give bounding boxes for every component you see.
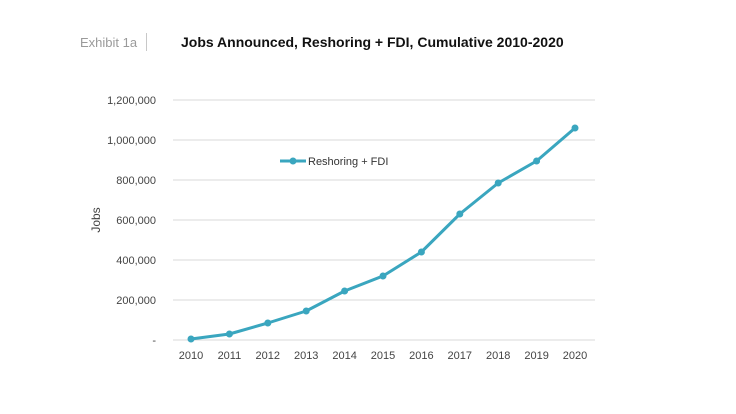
y-tick-label: 600,000 [116, 215, 156, 227]
y-tick-label: 200,000 [116, 295, 156, 307]
data-point [494, 179, 502, 187]
x-tick-label: 2013 [294, 350, 318, 362]
x-tick-label: 2017 [448, 350, 472, 362]
y-tick-label: 1,000,000 [107, 135, 156, 147]
data-point [341, 287, 349, 295]
x-tick-label: 2019 [524, 350, 548, 362]
data-point [571, 124, 579, 132]
y-axis-ticks: - 200,000 400,000 600,000 800,000 1,000,000 1,… [107, 95, 156, 347]
y-tick-label: 1,200,000 [107, 95, 156, 107]
series-reshoring-fdi [187, 124, 579, 343]
gridlines [173, 99, 595, 341]
data-point [302, 307, 310, 315]
y-tick-label: 400,000 [116, 255, 156, 267]
data-point [225, 330, 233, 338]
legend-marker-icon [289, 157, 297, 165]
x-tick-label: 2012 [256, 350, 280, 362]
x-tick-label: 2014 [332, 350, 356, 362]
legend: Reshoring + FDI [280, 156, 388, 168]
chart-title: Jobs Announced, Reshoring + FDI, Cumulat… [181, 34, 564, 50]
legend-label: Reshoring + FDI [308, 156, 388, 168]
x-tick-label: 2018 [486, 350, 510, 362]
exhibit-divider [146, 33, 147, 51]
data-point [187, 335, 195, 343]
x-tick-label: 2010 [179, 350, 203, 362]
y-tick-label: 800,000 [116, 175, 156, 187]
data-point [264, 319, 272, 327]
x-tick-label: 2015 [371, 350, 395, 362]
data-point [456, 210, 464, 218]
data-point [533, 157, 541, 165]
x-tick-label: 2011 [218, 350, 242, 362]
y-tick-label: - [152, 335, 156, 347]
y-axis-label: Jobs [89, 207, 103, 232]
data-point [417, 248, 425, 256]
x-axis-ticks: 2010 2011 2012 2013 2014 2015 2016 2017 2018 2019… [179, 350, 587, 362]
exhibit-label: Exhibit 1a [80, 35, 138, 50]
x-tick-label: 2020 [563, 350, 587, 362]
x-tick-label: 2016 [409, 350, 433, 362]
data-point [379, 272, 387, 280]
